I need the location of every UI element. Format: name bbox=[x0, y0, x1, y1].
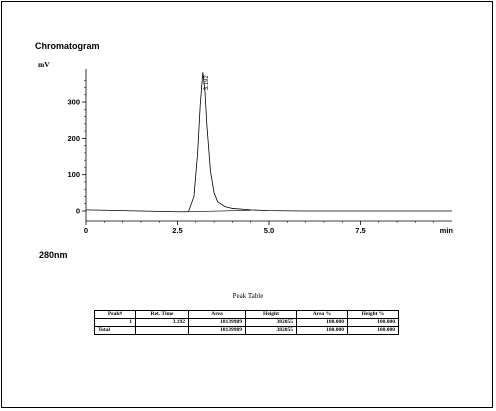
cell-height: 382055 bbox=[245, 318, 297, 327]
header-area-pct: Area % bbox=[296, 310, 348, 319]
series-line bbox=[85, 72, 452, 213]
x-axis-label: min bbox=[440, 226, 454, 235]
cell-area-pct: 100.000 bbox=[296, 326, 348, 335]
y-tick-label: 200 bbox=[67, 134, 80, 143]
x-tick-label: 7.5 bbox=[355, 226, 365, 235]
y-tick-label: 100 bbox=[67, 170, 80, 179]
table-row: 1 3.192 10139989 382055 100.000 100.000 bbox=[94, 318, 399, 327]
x-tick-label: 2.5 bbox=[172, 226, 182, 235]
header-area: Area bbox=[188, 310, 246, 319]
peak-label: 3.192 bbox=[204, 75, 210, 91]
wavelength-label: 280nm bbox=[39, 250, 68, 260]
y-unit-label: mV bbox=[38, 60, 50, 69]
x-tick-label: 5.0 bbox=[264, 226, 274, 235]
cell-height-pct: 100.000 bbox=[347, 326, 399, 335]
header-height: Height bbox=[245, 310, 297, 319]
y-tick-label: 300 bbox=[67, 98, 80, 107]
cell-peak: 1 bbox=[94, 318, 136, 327]
peak-table-caption: Peak Table bbox=[232, 292, 264, 300]
peak-baseline bbox=[189, 209, 251, 213]
peak-table: Peak# Ret. Time Area Height Area % Heigh… bbox=[94, 310, 399, 335]
cell-height: 382055 bbox=[245, 326, 297, 335]
cell-total-label: Total bbox=[94, 326, 136, 335]
cell-area: 10139989 bbox=[188, 326, 246, 335]
y-tick-label: 0 bbox=[76, 207, 80, 216]
cell-ret-time bbox=[135, 326, 189, 335]
cell-ret-time: 3.192 bbox=[135, 318, 189, 327]
header-peak: Peak# bbox=[94, 310, 136, 319]
chart-title: Chromatogram bbox=[35, 41, 100, 51]
header-ret-time: Ret. Time bbox=[135, 310, 189, 319]
cell-area-pct: 100.000 bbox=[296, 318, 348, 327]
x-tick-label: 0 bbox=[84, 226, 88, 235]
header-height-pct: Height % bbox=[347, 310, 399, 319]
peak-table-header-row: Peak# Ret. Time Area Height Area % Heigh… bbox=[94, 310, 399, 319]
cell-area: 10139989 bbox=[188, 318, 246, 327]
cell-height-pct: 100.000 bbox=[347, 318, 399, 327]
table-row-total: Total 10139989 382055 100.000 100.000 bbox=[94, 326, 399, 335]
